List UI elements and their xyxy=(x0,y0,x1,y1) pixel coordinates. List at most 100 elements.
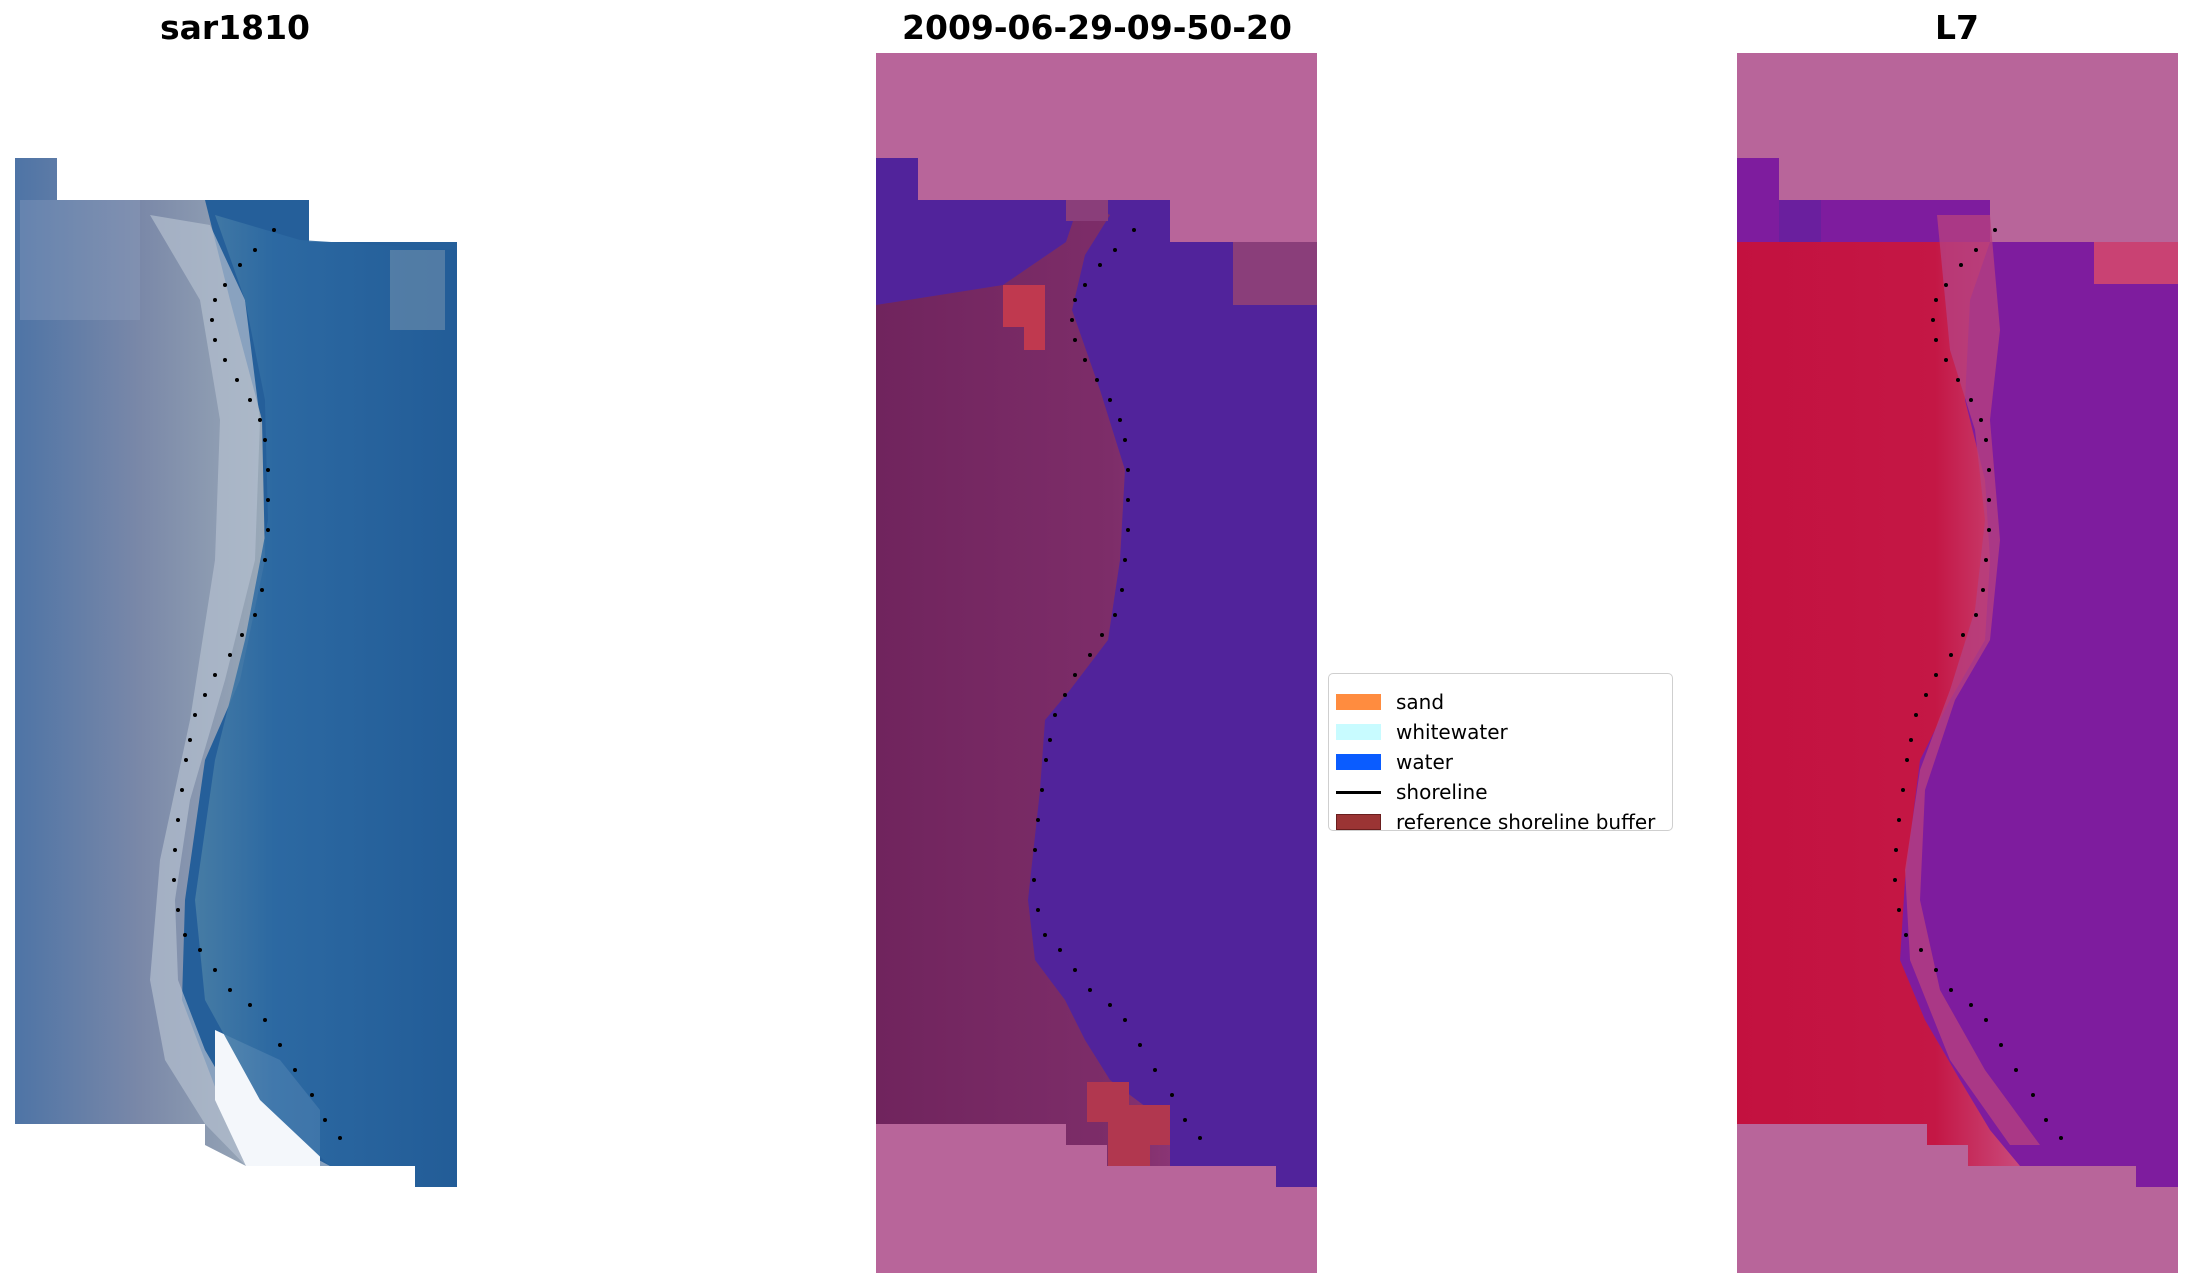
shoreline-dot xyxy=(1063,693,1067,697)
shoreline-dot xyxy=(1113,613,1117,617)
shoreline-dot xyxy=(1934,298,1938,302)
shoreline-dot xyxy=(1999,1043,2003,1047)
shoreline-dot xyxy=(1126,468,1130,472)
shoreline-dot xyxy=(1919,948,1923,952)
shoreline-dot xyxy=(1893,878,1897,882)
shoreline-dot xyxy=(1944,283,1948,287)
shoreline-dot xyxy=(1974,248,1978,252)
shoreline-dot xyxy=(2059,1136,2063,1140)
shoreline-dot xyxy=(253,613,257,617)
shoreline-dot xyxy=(213,298,217,302)
legend: sand whitewater water shoreline referenc… xyxy=(1328,673,1673,834)
shoreline-dot xyxy=(176,908,180,912)
shoreline-dot xyxy=(266,468,270,472)
shoreline-dot xyxy=(1894,848,1898,852)
shoreline-dot xyxy=(1100,633,1104,637)
shoreline-dot xyxy=(253,248,257,252)
shoreline-dot xyxy=(263,438,267,442)
shoreline-dot xyxy=(1984,1018,1988,1022)
shoreline-dot xyxy=(1126,498,1130,502)
water-swatch xyxy=(1336,754,1381,770)
shoreline-dot xyxy=(1132,228,1136,232)
shoreline-dot xyxy=(1088,653,1092,657)
shoreline-dot xyxy=(258,418,262,422)
shoreline-dot xyxy=(198,948,202,952)
shoreline-dot xyxy=(210,318,214,322)
index-image xyxy=(1737,53,2178,1273)
shoreline-dot xyxy=(1956,378,1960,382)
shoreline-dot xyxy=(323,1118,327,1122)
shoreline-dot xyxy=(1901,788,1905,792)
shoreline-dot xyxy=(1987,498,1991,502)
shoreline-dot xyxy=(1905,758,1909,762)
shoreline-dot xyxy=(310,1093,314,1097)
shoreline-dot xyxy=(1070,318,1074,322)
shoreline-dot xyxy=(223,358,227,362)
shoreline-dot xyxy=(1198,1136,1202,1140)
shoreline-dot xyxy=(1904,933,1908,937)
shoreline-dot xyxy=(263,1018,267,1022)
shoreline-dot xyxy=(1909,738,1913,742)
shoreline-dot xyxy=(213,968,217,972)
shoreline-dot xyxy=(193,713,197,717)
shoreline-dots xyxy=(172,228,2063,1140)
shoreline-dot xyxy=(1914,713,1918,717)
shoreline-dot xyxy=(1984,438,1988,442)
shoreline-dot xyxy=(1073,673,1077,677)
shoreline-dot xyxy=(260,588,264,592)
shoreline-dot xyxy=(1044,758,1048,762)
shoreline-dot xyxy=(180,788,184,792)
shoreline-dot xyxy=(1959,263,1963,267)
shoreline-dot xyxy=(1073,298,1077,302)
shoreline-dot xyxy=(1126,528,1130,532)
shoreline-dot xyxy=(1897,908,1901,912)
shoreline-dot xyxy=(1993,228,1997,232)
shoreline-dot xyxy=(1153,1068,1157,1072)
panel-title-index: L7 xyxy=(1935,8,1979,47)
shoreline-dot xyxy=(1073,338,1077,342)
shoreline-dot xyxy=(1969,398,1973,402)
shoreline-dot xyxy=(338,1136,342,1140)
shoreline-dot xyxy=(173,848,177,852)
shoreline-dot xyxy=(1934,968,1938,972)
shoreline-dot xyxy=(1961,633,1965,637)
shoreline-dot xyxy=(1949,988,1953,992)
shoreline-dot xyxy=(213,338,217,342)
shoreline-dot xyxy=(184,758,188,762)
shoreline-dot xyxy=(1040,788,1044,792)
shoreline-dot xyxy=(278,1043,282,1047)
shoreline-dot xyxy=(1974,613,1978,617)
panel-title-date: 2009-06-29-09-50-20 xyxy=(902,8,1292,47)
shoreline-dot xyxy=(176,818,180,822)
shoreline-dot xyxy=(1095,378,1099,382)
shoreline-dot xyxy=(248,1003,252,1007)
shoreline-dot xyxy=(1083,283,1087,287)
shoreline-dot xyxy=(1123,558,1127,562)
shoreline-dot xyxy=(1949,653,1953,657)
shoreline-dot xyxy=(2014,1068,2018,1072)
shoreline-dot xyxy=(188,738,192,742)
shoreline-dot xyxy=(1170,1093,1174,1097)
shoreline-dot xyxy=(1118,418,1122,422)
shoreline-dot xyxy=(1969,1003,1973,1007)
shoreline-dot xyxy=(266,498,270,502)
shoreline-dot xyxy=(223,283,227,287)
shoreline-dot xyxy=(1981,588,1985,592)
shoreline-dot xyxy=(1897,818,1901,822)
shoreline-dot xyxy=(263,558,267,562)
shoreline-dot xyxy=(2044,1118,2048,1122)
buffer-swatch xyxy=(1336,814,1381,830)
shoreline-dot xyxy=(1033,848,1037,852)
classified-image xyxy=(876,53,1317,1273)
shoreline-dot xyxy=(1108,1003,1112,1007)
shoreline-dot xyxy=(266,528,270,532)
shoreline-dot xyxy=(1944,358,1948,362)
legend-label: whitewater xyxy=(1396,720,1508,744)
shoreline-dot xyxy=(238,263,242,267)
whitewater-swatch xyxy=(1336,724,1381,740)
shoreline-dot xyxy=(1987,528,1991,532)
shoreline-dot xyxy=(248,398,252,402)
shoreline-dot xyxy=(183,933,187,937)
shoreline-line xyxy=(1336,791,1381,794)
